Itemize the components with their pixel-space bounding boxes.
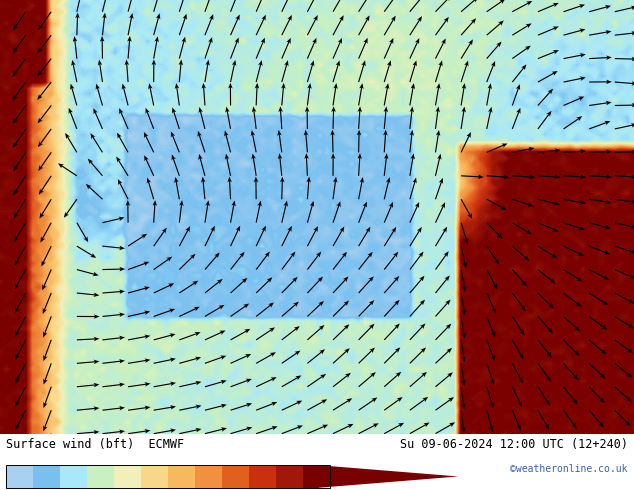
Polygon shape <box>319 465 458 488</box>
Bar <box>195 465 222 488</box>
Bar <box>303 465 319 488</box>
Text: ©weatheronline.co.uk: ©weatheronline.co.uk <box>510 464 628 474</box>
Bar <box>141 465 168 488</box>
Bar <box>222 465 249 488</box>
Text: Su 09-06-2024 12:00 UTC (12+240): Su 09-06-2024 12:00 UTC (12+240) <box>399 438 628 451</box>
Bar <box>34 465 60 488</box>
Bar <box>168 465 195 488</box>
Bar <box>249 465 276 488</box>
Bar <box>114 465 141 488</box>
Bar <box>6 465 330 488</box>
Bar <box>6 465 33 488</box>
Text: Surface wind (bft)  ECMWF: Surface wind (bft) ECMWF <box>6 438 184 451</box>
Bar <box>276 465 303 488</box>
Bar <box>87 465 114 488</box>
Bar <box>60 465 87 488</box>
